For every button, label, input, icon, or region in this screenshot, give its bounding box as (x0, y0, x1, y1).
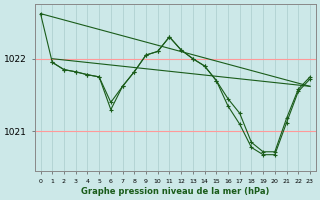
X-axis label: Graphe pression niveau de la mer (hPa): Graphe pression niveau de la mer (hPa) (81, 187, 269, 196)
